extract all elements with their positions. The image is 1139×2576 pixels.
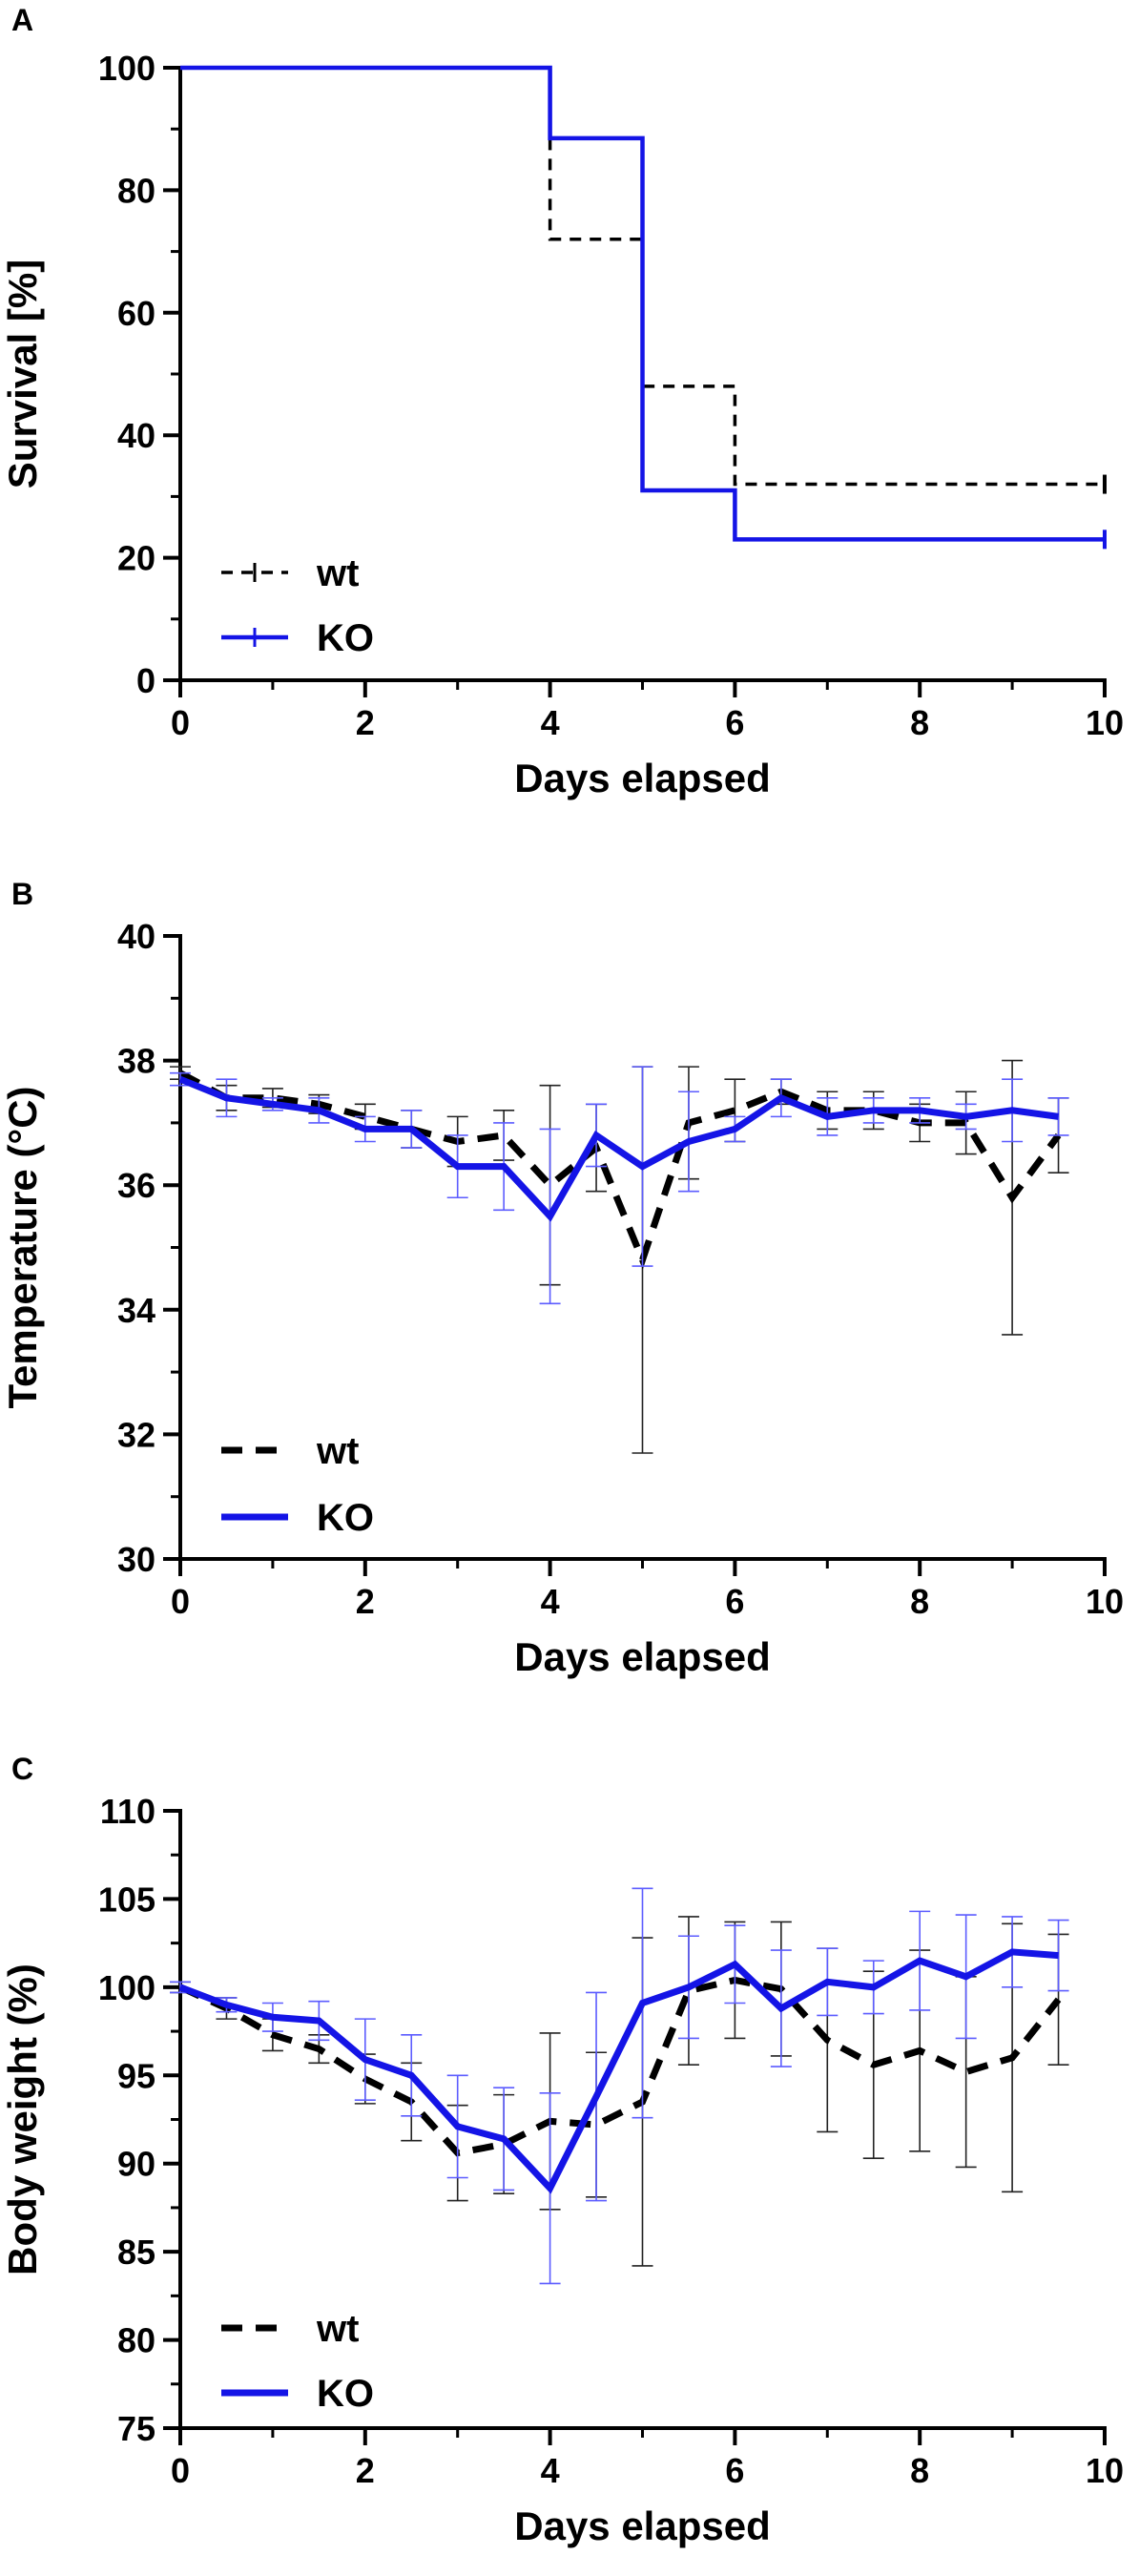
y-tick-label: 85 <box>117 2233 155 2272</box>
legend-label-ko: KO <box>317 1497 374 1539</box>
x-axis-label: Days elapsed <box>514 756 771 800</box>
x-tick-label: 10 <box>1086 2451 1124 2490</box>
x-tick-label: 10 <box>1086 1582 1124 1621</box>
x-tick-label: 2 <box>356 2451 375 2490</box>
x-axis-label: Days elapsed <box>514 1634 771 1679</box>
legend-label-ko: KO <box>317 617 374 659</box>
y-tick-label: 38 <box>117 1042 155 1081</box>
y-tick-label: 36 <box>117 1166 155 1205</box>
y-tick-label: 105 <box>98 1880 155 1919</box>
y-tick-label: 40 <box>117 917 155 956</box>
legend-label-wt: wt <box>316 1430 359 1472</box>
x-tick-label: 6 <box>725 2451 744 2490</box>
x-tick-label: 4 <box>541 2451 560 2490</box>
panel-letter: A <box>11 3 33 37</box>
y-tick-label: 20 <box>117 539 155 578</box>
x-tick-label: 2 <box>356 703 375 742</box>
series-line-wt <box>178 1070 1062 1270</box>
series-line-ko <box>178 1948 1059 2194</box>
y-tick-label: 34 <box>117 1291 155 1330</box>
x-tick-label: 8 <box>910 1582 929 1621</box>
series-ko <box>170 1887 1069 2285</box>
y-tick-label: 30 <box>117 1540 155 1579</box>
y-tick-label: 60 <box>117 294 155 333</box>
series-line-ko <box>178 1075 1060 1222</box>
x-axis-label: Days elapsed <box>514 2503 771 2548</box>
x-tick-label: 0 <box>171 2451 190 2490</box>
x-tick-label: 6 <box>725 703 744 742</box>
x-tick-label: 2 <box>356 1582 375 1621</box>
legend-label-wt: wt <box>316 552 359 594</box>
panel-letter: B <box>11 877 33 911</box>
x-tick-label: 0 <box>171 703 190 742</box>
y-tick-label: 80 <box>117 2321 155 2360</box>
y-tick-label: 110 <box>100 1792 155 1831</box>
x-tick-label: 10 <box>1086 703 1124 742</box>
x-tick-label: 8 <box>910 703 929 742</box>
legend: wt KO <box>221 552 374 659</box>
y-axis-label: Survival [%] <box>0 260 45 488</box>
y-tick-label: 95 <box>117 2056 155 2095</box>
y-tick-label: 40 <box>117 416 155 455</box>
x-tick-label: 0 <box>171 1582 190 1621</box>
x-tick-label: 8 <box>910 2451 929 2490</box>
series-ko <box>180 65 1107 550</box>
y-tick-label: 0 <box>136 661 155 700</box>
y-axis-label: Temperature (°C) <box>0 1086 45 1408</box>
legend-label-ko: KO <box>317 2373 374 2415</box>
y-tick-label: 90 <box>117 2145 155 2184</box>
x-tick-label: 6 <box>725 1582 744 1621</box>
panel-c: C 75 80 85 90 95 100 105 110 0 2 4 6 8 10 Days elapsed B… <box>0 1752 1124 2548</box>
legend: wt KO <box>221 2308 374 2415</box>
panel-b: B 30 32 34 36 38 40 0 2 4 6 8 10 Days elapsed Temperat… <box>0 877 1124 1679</box>
panel-a: A 0 20 40 60 80 100 0 2 4 6 8 10 Days elapsed Survival… <box>0 3 1124 800</box>
y-tick-label: 100 <box>98 1968 155 2007</box>
series-ko <box>170 1066 1069 1305</box>
x-tick-label: 4 <box>541 703 560 742</box>
x-tick-label: 4 <box>541 1582 560 1621</box>
series-line-ko <box>180 65 1105 542</box>
legend-label-wt: wt <box>316 2308 359 2350</box>
series-line-wt <box>178 1976 1062 2157</box>
series-wt <box>170 1059 1069 1454</box>
y-tick-label: 80 <box>117 171 155 210</box>
panel-letter: C <box>11 1752 33 1786</box>
y-tick-label: 75 <box>117 2409 155 2448</box>
y-tick-label: 100 <box>98 49 155 88</box>
y-axis-label: Body weight (%) <box>0 1963 45 2275</box>
legend: wt KO <box>221 1430 374 1539</box>
y-tick-label: 32 <box>117 1415 155 1454</box>
